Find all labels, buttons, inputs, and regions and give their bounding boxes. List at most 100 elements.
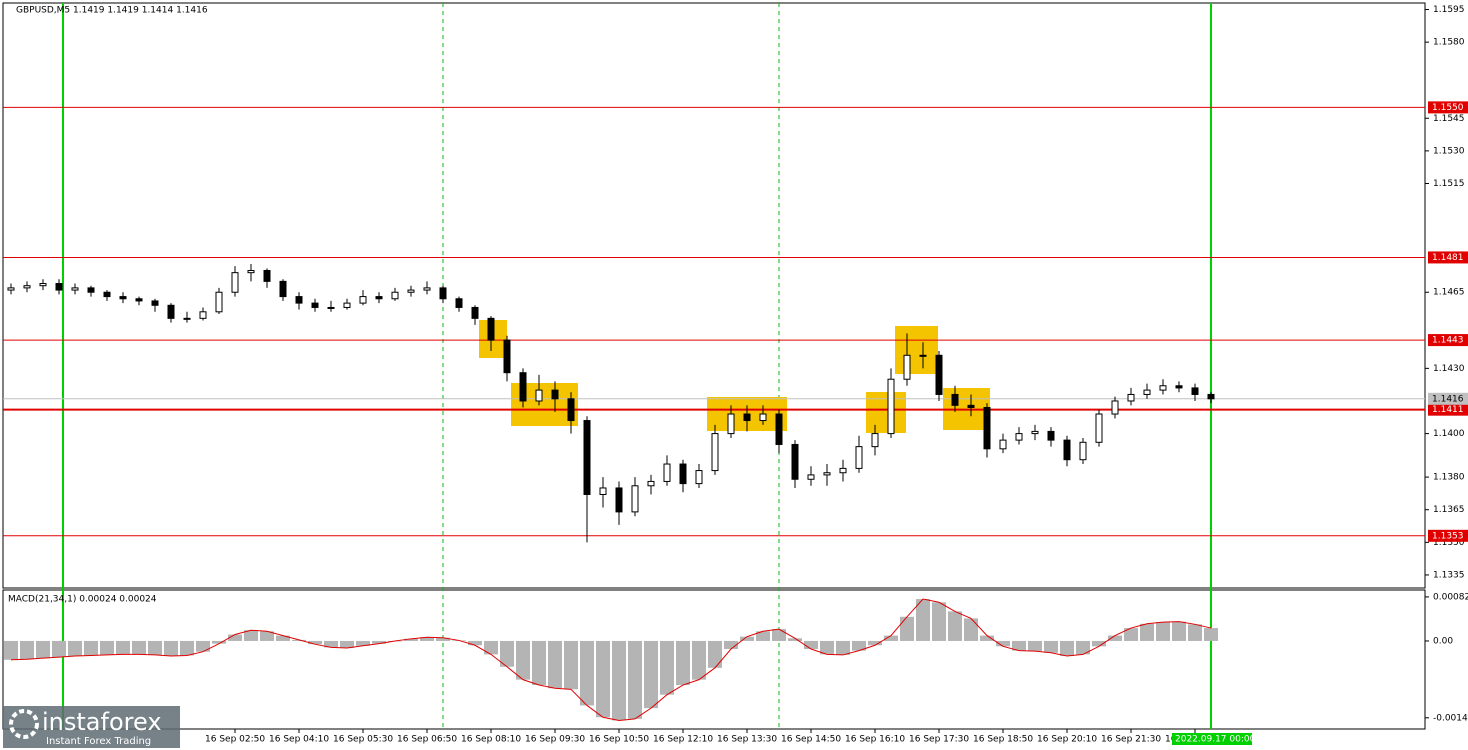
macd-bar <box>1140 623 1154 641</box>
candle-body <box>391 291 399 300</box>
macd-bar <box>1124 628 1138 641</box>
level-label-bg <box>1428 101 1468 114</box>
level-label: 1.1353 <box>1432 531 1464 541</box>
macd-bar <box>308 640 322 645</box>
candle-body <box>7 287 15 291</box>
candle-body <box>215 291 223 313</box>
macd-bar <box>1012 640 1026 651</box>
candle-body <box>503 339 511 374</box>
candle-body <box>839 467 847 474</box>
candle-body <box>439 287 447 300</box>
signal-box <box>895 326 938 374</box>
y-tick-label: 1.1430 <box>1433 364 1465 374</box>
candle-body <box>311 302 319 308</box>
candle-body <box>743 413 751 422</box>
macd-bar <box>404 638 418 641</box>
macd-bar <box>596 640 610 718</box>
candle-body <box>695 470 703 485</box>
price-panel <box>2 2 1426 589</box>
y-tick-label: 1.1400 <box>1433 429 1465 439</box>
candle-body <box>935 354 943 395</box>
candle-body <box>519 372 527 402</box>
macd-bar <box>100 640 114 655</box>
candle-body <box>295 296 303 304</box>
candle-body <box>359 296 367 304</box>
candle-body <box>1079 441 1087 461</box>
logo-tagline: Instant Forex Trading <box>46 736 151 747</box>
candle-body <box>407 289 415 293</box>
macd-bar <box>36 640 50 659</box>
candle-body <box>583 420 591 495</box>
candle-body <box>855 446 863 469</box>
candle-body <box>887 378 895 435</box>
candle-body <box>759 413 767 422</box>
macd-bar <box>1108 635 1122 641</box>
macd-bar <box>804 640 818 650</box>
macd-bar <box>1060 640 1074 657</box>
macd-bar <box>564 640 578 690</box>
macd-bar <box>676 640 690 686</box>
candle-body <box>631 485 639 513</box>
macd-bar <box>868 640 882 646</box>
x-tick-label: 16 Sep 12:10 <box>653 735 713 745</box>
macd-bar <box>420 637 434 641</box>
logo-name: instaforex <box>42 708 162 736</box>
current-price-label: 1.1416 <box>1432 394 1464 404</box>
level-label: 1.1550 <box>1432 103 1464 113</box>
macd-bar <box>644 640 658 709</box>
macd-bar <box>948 611 962 641</box>
candle-body <box>1191 387 1199 395</box>
x-tick-label: 16 Sep 10:50 <box>589 735 649 745</box>
candle-body <box>679 463 687 485</box>
x-tick-label: 16 Sep 02:50 <box>205 735 265 745</box>
candle-body <box>567 398 575 422</box>
candle-body <box>247 269 255 274</box>
candle-body <box>327 306 335 309</box>
candle-body <box>903 354 911 380</box>
macd-bar <box>516 640 530 680</box>
level-label: 1.1411 <box>1432 405 1464 415</box>
y-tick-label: 1.1365 <box>1433 505 1465 515</box>
candle-body <box>183 317 191 320</box>
macd-bar <box>180 640 194 656</box>
macd-bar <box>356 640 370 646</box>
candle-body <box>455 298 463 308</box>
macd-bar <box>996 640 1010 647</box>
macd-bar <box>1188 624 1202 641</box>
x-tick-label: 16 Sep 08:10 <box>461 735 521 745</box>
macd-bar <box>212 640 226 644</box>
candle-body <box>471 306 479 319</box>
x-tick-label: 16 Sep 17:30 <box>909 735 969 745</box>
y-tick-label: -0.00143 <box>1433 713 1468 723</box>
candle-body <box>1127 393 1135 402</box>
x-tick-label: 16 Sep 20:10 <box>1037 735 1097 745</box>
macd-bar <box>660 640 674 695</box>
macd-bar <box>1076 640 1090 655</box>
macd-bar <box>68 640 82 657</box>
macd-bar <box>916 599 930 641</box>
y-tick-label: 1.1515 <box>1433 179 1465 189</box>
macd-bar <box>980 635 994 641</box>
x-tick-label: 16 Sep 16:10 <box>845 735 905 745</box>
candle-body <box>1207 393 1215 400</box>
signal-box <box>866 392 906 433</box>
candle-body <box>727 413 735 435</box>
macd-signal-line <box>10 598 1212 721</box>
macd-bar <box>164 640 178 657</box>
x-tick-label: 16 Sep 18:50 <box>973 735 1033 745</box>
y-tick-label: 1.1580 <box>1433 38 1465 48</box>
candle-body <box>999 439 1007 450</box>
macd-bar <box>772 629 786 641</box>
candle-body <box>967 404 975 408</box>
candle-body <box>871 433 879 448</box>
candle-body <box>647 480 655 487</box>
macd-bar <box>1172 621 1186 641</box>
candle-body <box>103 291 111 298</box>
x-tick-label: 16 Sep 04:10 <box>269 735 329 745</box>
candle-body <box>1175 385 1183 389</box>
y-tick-label: 1.1380 <box>1433 473 1465 483</box>
y-tick-label: 0.00082 <box>1433 592 1468 602</box>
candle-body <box>1063 439 1071 461</box>
macd-bar <box>132 640 146 655</box>
